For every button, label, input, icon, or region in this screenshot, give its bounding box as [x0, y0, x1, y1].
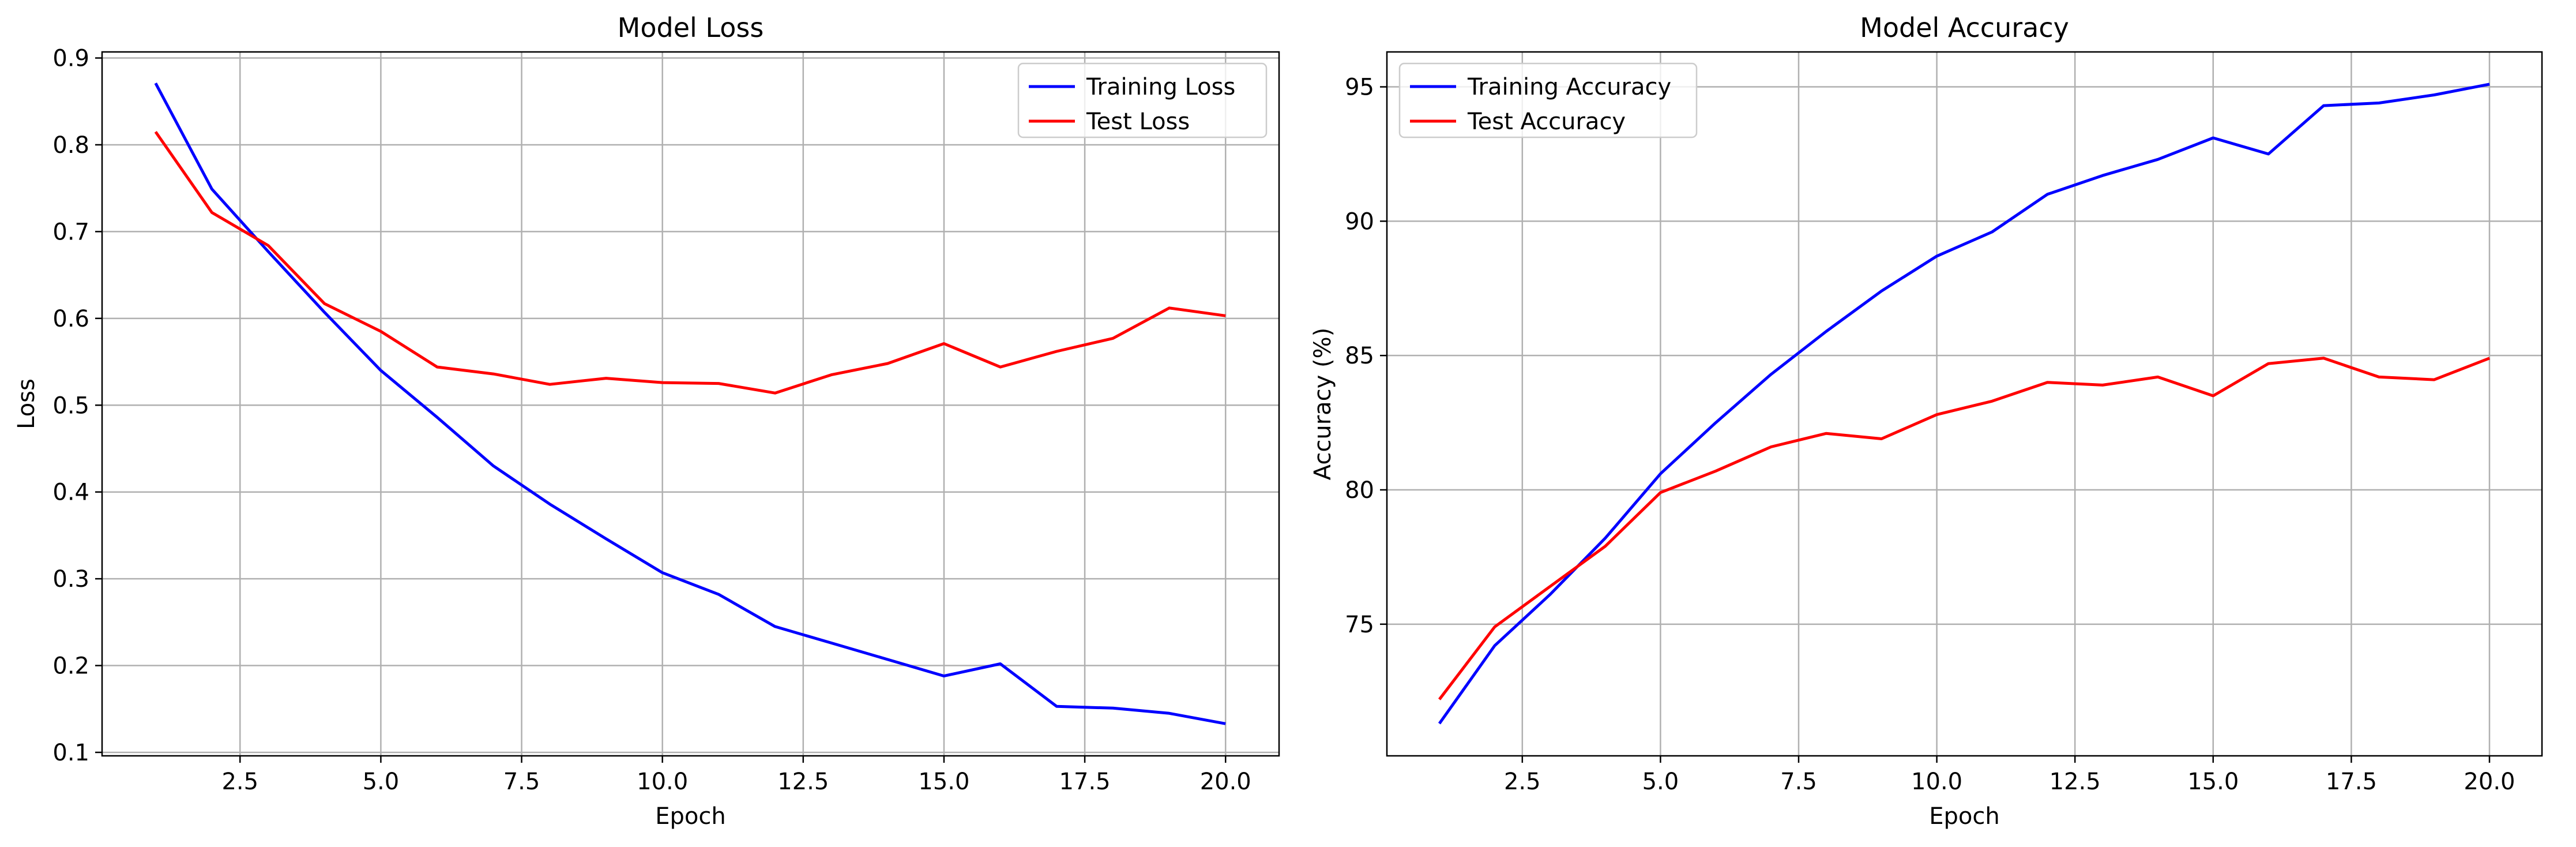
y-tick-label: 0.1 [52, 740, 89, 766]
y-tick-label: 0.2 [52, 653, 89, 680]
y-tick-label: 0.5 [52, 392, 89, 419]
y-axis-label: Loss [13, 378, 40, 429]
legend: Training Loss Test Loss [1017, 62, 1268, 138]
legend-label: Test Accuracy [1467, 108, 1626, 135]
series-line-training-accuracy [1438, 83, 2490, 725]
x-tick-label: 17.5 [2326, 769, 2377, 795]
y-axis-label: Accuracy (%) [1310, 328, 1336, 481]
y-tick-label: 0.9 [52, 46, 89, 72]
grid [1387, 52, 2542, 756]
y-tick-label: 80 [1345, 477, 1374, 504]
x-tick-label: 5.0 [1642, 769, 1679, 795]
y-tick-label: 75 [1345, 612, 1374, 638]
x-tick-label: 2.5 [1504, 769, 1541, 795]
x-tick-label: 2.5 [221, 769, 258, 795]
legend-label: Training Accuracy [1467, 74, 1671, 100]
y-tick-label: 85 [1345, 343, 1374, 369]
x-tick-label: 12.5 [777, 769, 829, 795]
y-tick-label: 0.3 [52, 566, 89, 593]
x-axis-label: Epoch [1929, 803, 1999, 830]
legend-label: Test Loss [1086, 108, 1190, 135]
plot-frame [101, 51, 1280, 757]
y-tick-label: 95 [1345, 74, 1374, 101]
grid [102, 52, 1279, 756]
legend-box [1398, 62, 1698, 138]
legend-label: Training Loss [1086, 74, 1235, 100]
accuracy-chart: 2.5 5.0 7.5 10.0 12.5 15.0 17.5 20.0 75 80 85 90 95 M… [1310, 12, 2543, 830]
legend-box [1017, 62, 1268, 138]
x-tick-label: 10.0 [1911, 769, 1962, 795]
series-line-training-loss [154, 83, 1226, 725]
x-tick-label: 20.0 [2464, 769, 2515, 795]
x-tick-label: 7.5 [503, 769, 540, 795]
x-tick-label: 7.5 [1780, 769, 1817, 795]
x-tick-label: 10.0 [637, 769, 688, 795]
y-tick-label: 0.4 [52, 479, 89, 506]
y-tick-label: 0.8 [52, 132, 89, 159]
plot-frame [1386, 51, 2543, 757]
x-tick-label: 15.0 [918, 769, 969, 795]
x-tick-label: 17.5 [1059, 769, 1111, 795]
loss-chart: 2.5 5.0 7.5 10.0 12.5 15.0 17.5 20.0 0.1 0.2 0.3 0.… [13, 12, 1280, 830]
series-line-test-loss [154, 130, 1226, 395]
x-tick-label: 12.5 [2049, 769, 2101, 795]
x-axis-label: Epoch [655, 803, 725, 830]
legend: Training Accuracy Test Accuracy [1398, 62, 1698, 138]
y-tick-label: 0.7 [52, 219, 89, 245]
y-tick-label: 0.6 [52, 306, 89, 332]
chart-title: Model Loss [618, 12, 764, 43]
x-tick-label: 15.0 [2187, 769, 2239, 795]
series-line-test-accuracy [1438, 357, 2490, 700]
x-tick-label: 20.0 [1200, 769, 1251, 795]
chart-title: Model Accuracy [1860, 12, 2069, 43]
y-tick-label: 90 [1345, 208, 1374, 235]
x-tick-label: 5.0 [363, 769, 400, 795]
